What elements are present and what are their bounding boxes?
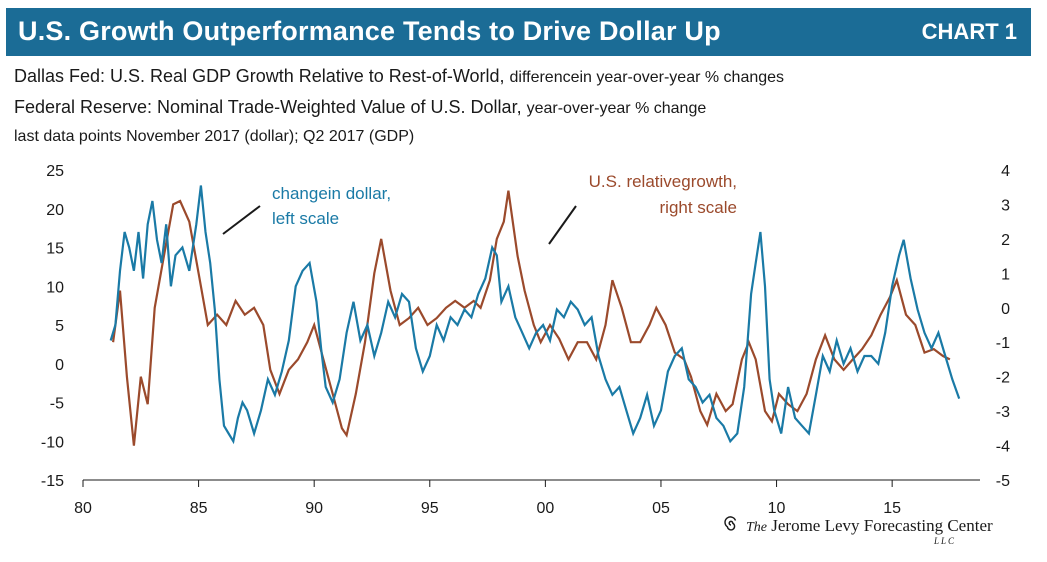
left-axis-labels: -15 -10 -5 0 5 10 15 20 25: [41, 163, 64, 490]
annotation-dollar-pointer: [222, 205, 261, 235]
left-y-tick-label: -15: [41, 473, 64, 490]
annotation-growth-line-1: U.S. relativegrowth,: [589, 172, 737, 191]
right-y-tick-label: -4: [996, 439, 1010, 456]
left-y-tick-label: -10: [41, 434, 64, 451]
annotation-growth-pointer: [548, 205, 577, 245]
right-y-tick-label: 1: [1001, 266, 1010, 283]
x-tick-label: 00: [536, 500, 554, 517]
subtitle-line-3: last data points November 2017 (dollar);…: [14, 128, 415, 145]
x-tick-label: 05: [652, 500, 670, 517]
right-y-tick-label: 0: [1001, 301, 1010, 318]
x-tick-label: 10: [768, 500, 786, 517]
subtitle-line-2-main: Federal Reserve: Nominal Trade-Weighted …: [14, 97, 522, 117]
right-y-tick-label: -5: [996, 473, 1010, 490]
x-axis-labels: 80 85 90 95 00 05 10 15: [74, 500, 901, 517]
chart-title: U.S. Growth Outperformance Tends to Driv…: [18, 16, 721, 46]
spiral-logo-icon: [724, 516, 737, 531]
left-y-tick-label: -5: [50, 396, 64, 413]
left-y-tick-label: 10: [46, 279, 64, 296]
x-tick-label: 80: [74, 500, 92, 517]
annotation-dollar: changein dollar, left scale: [222, 184, 391, 235]
logo-the: The: [746, 520, 767, 535]
right-y-tick-label: -1: [996, 335, 1010, 352]
x-tick-label: 95: [421, 500, 439, 517]
right-axis-labels: -5 -4 -3 -2 -1 0 1 2 3 4: [996, 163, 1010, 490]
annotation-dollar-line-1: changein dollar,: [272, 184, 391, 203]
left-y-tick-label: 5: [55, 318, 64, 335]
annotation-growth: U.S. relativegrowth, right scale: [548, 172, 737, 245]
chart-header: U.S. Growth Outperformance Tends to Driv…: [6, 8, 1031, 56]
x-tick-label: 85: [190, 500, 208, 517]
subtitle-line-1-main: Dallas Fed: U.S. Real GDP Growth Relativ…: [14, 66, 505, 86]
publisher-logo: The Jerome Levy Forecasting Center LLC: [722, 516, 993, 546]
logo-name: Jerome Levy Forecasting Center: [771, 516, 993, 535]
right-y-tick-label: 2: [1001, 232, 1010, 249]
axis-tick-marks: [82, 480, 893, 487]
logo-llc: LLC: [934, 536, 957, 546]
left-y-tick-label: 0: [55, 357, 64, 374]
subtitle-line-2: Federal Reserve: Nominal Trade-Weighted …: [14, 97, 706, 118]
subtitle-line-1: Dallas Fed: U.S. Real GDP Growth Relativ…: [14, 66, 784, 87]
series-change-in-dollar: [109, 185, 961, 445]
chart-number: CHART 1: [921, 19, 1017, 44]
subtitle-line-2-small: year-over-year % change: [526, 100, 707, 117]
right-y-tick-label: 3: [1001, 197, 1010, 214]
x-tick-label: 90: [305, 500, 323, 517]
left-y-tick-label: 25: [46, 163, 64, 180]
annotation-dollar-line-2: left scale: [272, 209, 339, 228]
left-y-tick-label: 15: [46, 241, 64, 258]
subtitle-line-1-small: differencein year-over-year % changes: [509, 69, 785, 86]
left-y-tick-label: 20: [46, 202, 64, 219]
right-y-tick-label: 4: [1001, 163, 1010, 180]
x-tick-label: 15: [883, 500, 901, 517]
annotation-growth-line-2: right scale: [660, 198, 737, 217]
right-y-tick-label: -3: [996, 404, 1010, 421]
right-y-tick-label: -2: [996, 370, 1010, 387]
series-us-relative-growth: [112, 190, 951, 446]
